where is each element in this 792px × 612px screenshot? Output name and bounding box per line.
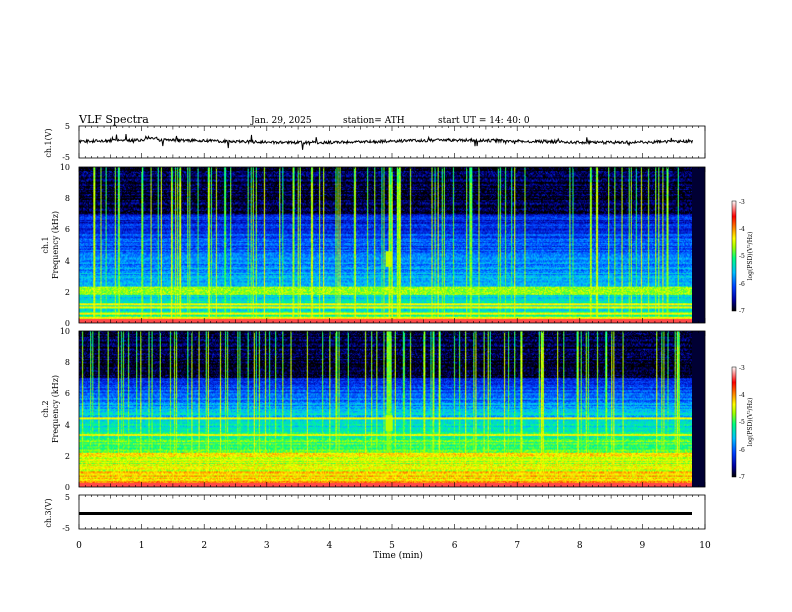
x-tick-label: 1 [139, 541, 145, 551]
spec2-channel-label: ch.2 [41, 400, 50, 417]
cbar2-tick-m5: -5 [739, 419, 745, 426]
ch1-spectrogram-image [79, 167, 692, 323]
spec1-ytick-8: 8 [65, 194, 70, 203]
cbar2-label: log(PSD)(V²/Hz) [747, 398, 754, 447]
ch1-waveform-panel: 5 -5 ch.1(V) [44, 122, 706, 162]
ch3-ytick-top: 5 [65, 493, 70, 502]
x-tick-label: 3 [264, 541, 270, 551]
ch1-spectrogram-panel: 0 2 4 6 8 10 ch.1 Frequency (kHz) [41, 163, 706, 328]
spec1-ytick-2: 2 [65, 288, 70, 297]
station-label: station= ATH [343, 116, 405, 126]
spec1-ytick-0: 0 [65, 319, 70, 328]
spec1-ylabel: Frequency (kHz) [51, 211, 60, 279]
ch2-colorbar: -3 -4 -5 -6 -7 log(PSD)(V²/Hz) [731, 365, 754, 481]
cbar1-tick-m3: -3 [739, 199, 745, 206]
time-tick-marks [78, 126, 706, 529]
cbar2-tick-m6: -6 [739, 447, 745, 454]
x-tick-label: 0 [76, 541, 82, 551]
spec2-ytick-0: 0 [65, 483, 70, 492]
ch1-ylabel: ch.1(V) [44, 128, 53, 157]
x-tick-label: 8 [577, 541, 583, 551]
cbar2-tick-m7: -7 [739, 474, 745, 481]
ch1-ytick-top: 5 [65, 122, 70, 131]
ch1-waveform-trace [78, 134, 693, 150]
date-label: Jan. 29, 2025 [250, 116, 312, 126]
start-ut-label: start UT = 14: 40: 0 [438, 116, 530, 126]
cbar1-tick-m7: -7 [739, 308, 745, 315]
x-tick-label: 6 [452, 541, 458, 551]
x-tick-label: 5 [389, 541, 395, 551]
x-axis-label: Time (min) [373, 550, 423, 561]
x-tick-label: 9 [640, 541, 646, 551]
x-tick-label: 2 [201, 541, 207, 551]
spec1-channel-label: ch.1 [41, 236, 50, 253]
spec1-ytick-10: 10 [60, 163, 70, 172]
spec2-ytick-8: 8 [65, 358, 70, 367]
cbar1-tick-m6: -6 [739, 281, 745, 288]
ch3-ytick-bottom: -5 [62, 524, 70, 533]
spec2-ylabel: Frequency (kHz) [51, 375, 60, 443]
ch2-spectrogram-panel: 0 2 4 6 8 10 ch.2 Frequency (kHz) [41, 327, 706, 492]
ch1-colorbar: -3 -4 -5 -6 -7 log(PSD)(V²/Hz) [731, 199, 754, 315]
spec2-ytick-6: 6 [65, 389, 70, 398]
cbar1-label: log(PSD)(V²/Hz) [747, 232, 754, 281]
figure-title: VLF Spectra [78, 113, 149, 126]
cbar2-tick-m3: -3 [739, 365, 745, 372]
cbar1-tick-m5: -5 [739, 253, 745, 260]
ch1-ytick-bottom: -5 [62, 153, 70, 162]
x-tick-label: 7 [514, 541, 520, 551]
ch3-ylabel: ch.3(V) [44, 498, 53, 527]
spec1-ytick-6: 6 [65, 225, 70, 234]
ch2-spectrogram-image [79, 331, 692, 487]
ch3-waveform-panel: 5 -5 ch.3(V) [44, 493, 706, 533]
spec2-ytick-2: 2 [65, 452, 70, 461]
cbar1-tick-m4: -4 [739, 226, 745, 233]
spec1-ytick-4: 4 [65, 257, 70, 266]
spec2-ytick-10: 10 [60, 327, 70, 336]
time-axis: 0 1 2 3 4 5 6 7 8 9 10 [76, 541, 711, 551]
x-tick-label: 4 [327, 541, 333, 551]
spec2-ytick-4: 4 [65, 421, 70, 430]
cbar2-tick-m4: -4 [739, 392, 745, 399]
x-tick-label: 10 [699, 541, 711, 551]
